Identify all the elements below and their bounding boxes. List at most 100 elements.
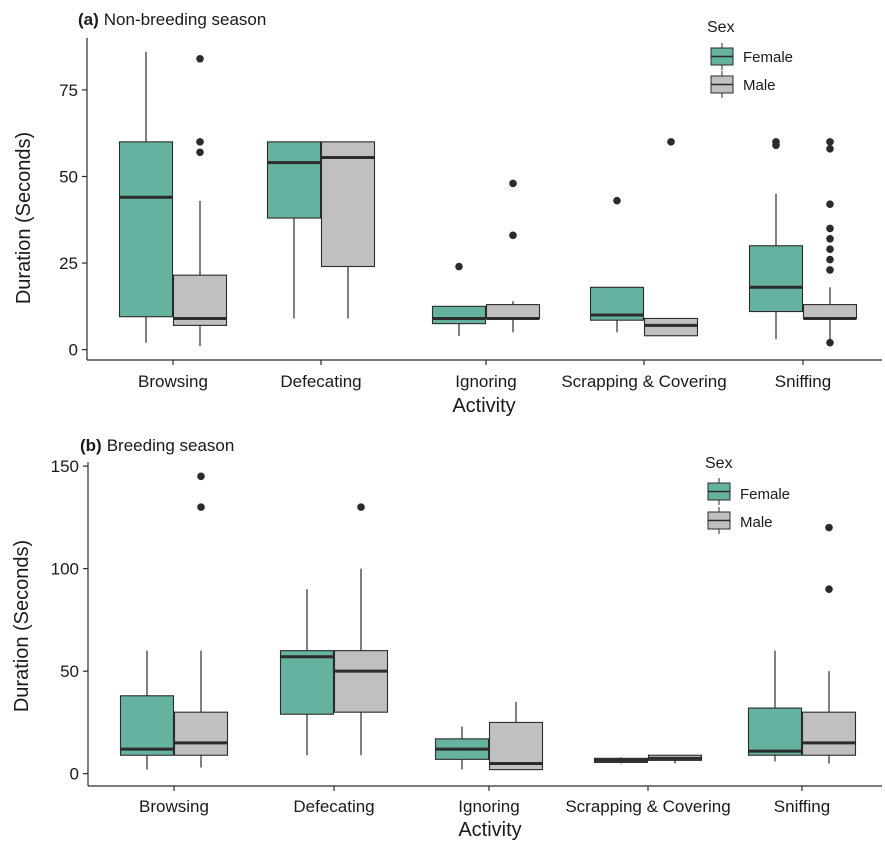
panel-a-boxes — [118, 51, 858, 347]
panel-a-x-axis-label: Activity — [452, 395, 515, 417]
panel-b-title: (b) Breeding season — [80, 436, 234, 455]
outlier-point — [667, 138, 675, 146]
box-iqr — [747, 707, 803, 756]
panel-b: (b) Breeding season Duration (Seconds) Ac… — [11, 436, 882, 841]
outlier-point — [772, 138, 780, 146]
panel-a-legend-female-label: Female — [743, 49, 793, 66]
panel-b-y-tick-label: 100 — [51, 560, 79, 579]
panel-b-x-axis-label: Activity — [458, 819, 521, 841]
outlier-point — [455, 262, 463, 271]
panel-b-x-tick-label: Browsing — [139, 797, 209, 816]
outlier-point — [509, 231, 517, 240]
panel-b-box-male — [333, 503, 389, 756]
panel-b-box-female — [434, 726, 490, 770]
panel-a-y-tick-label: 0 — [69, 341, 78, 360]
panel-a-legend-male-label: Male — [743, 77, 776, 94]
panel-a-y-axis-label: Duration (Seconds) — [13, 132, 35, 304]
panel-b-legend-male-label: Male — [740, 514, 773, 531]
panel-a-legend: Sex Female Male — [707, 19, 793, 98]
outlier-point — [825, 585, 833, 593]
box-iqr — [119, 695, 175, 756]
panel-b-ticks: 0 50 100 150 Browsing Defecating Ignoring Scrap… — [51, 457, 831, 816]
outlier-point — [826, 235, 834, 243]
panel-b-y-tick-label: 0 — [70, 765, 79, 784]
box-iqr — [431, 305, 487, 325]
panel-b-y-tick-label: 150 — [51, 457, 79, 476]
box-iqr — [279, 650, 335, 715]
panel-a-tag: (a) — [78, 10, 99, 29]
box-iqr — [485, 304, 541, 320]
panel-a-x-tick-label: Defecating — [280, 372, 361, 391]
panel-a-x-tick-label: Sniffing — [775, 372, 831, 391]
panel-a-box-female — [748, 138, 804, 340]
panel-b-legend: Sex Female Male — [705, 455, 790, 534]
box-iqr — [173, 711, 229, 756]
panel-a-box-female — [266, 141, 322, 319]
outlier-point — [826, 200, 834, 208]
outlier-point — [509, 179, 517, 188]
panel-b-x-tick-label: Scrapping & Covering — [565, 797, 730, 816]
panel-b-legend-female-label: Female — [740, 486, 790, 503]
box-iqr — [333, 650, 389, 713]
panel-b-box-female — [747, 650, 803, 762]
outlier-point — [196, 138, 204, 146]
panel-a-y-tick-label: 25 — [59, 254, 78, 273]
panel-b-box-male — [488, 701, 544, 771]
outlier-point — [197, 472, 205, 481]
box-iqr — [320, 141, 376, 268]
outlier-point — [826, 255, 834, 264]
panel-b-x-tick-label: Defecating — [293, 797, 374, 816]
box-iqr — [488, 721, 544, 771]
outlier-point — [825, 523, 833, 532]
panel-a-x-tick-label: Browsing — [138, 372, 208, 391]
box-iqr — [802, 304, 858, 320]
panel-b-y-tick-label: 50 — [60, 662, 79, 681]
outlier-point — [357, 503, 365, 511]
panel-b-y-axis-label: Duration (Seconds) — [11, 540, 33, 712]
panel-b-box-male — [647, 754, 703, 764]
outlier-point — [826, 245, 834, 254]
panel-b-box-female — [593, 757, 649, 764]
panel-b-box-female — [119, 650, 175, 770]
box-iqr — [748, 245, 804, 313]
panel-b-tag: (b) — [80, 436, 102, 455]
outlier-point — [196, 54, 204, 63]
panel-a: (a) Non-breeding season Duration (Seconds… — [13, 10, 882, 417]
panel-b-box-male — [173, 472, 229, 768]
outlier-point — [826, 266, 834, 274]
box-iqr — [118, 141, 174, 318]
panel-a-y-tick-label: 75 — [59, 81, 78, 100]
panel-a-box-male — [320, 141, 376, 319]
panel-a-x-tick-label: Scrapping & Covering — [561, 372, 726, 391]
panel-a-legend-title: Sex — [707, 19, 735, 36]
panel-a-y-tick-label: 50 — [59, 167, 78, 186]
panel-b-x-tick-label: Ignoring — [458, 797, 519, 816]
panel-a-title-text: Non-breeding season — [104, 10, 267, 29]
box-iqr — [643, 317, 699, 337]
panel-b-title-text: Breeding season — [107, 436, 235, 455]
outlier-point — [826, 224, 834, 233]
box-iqr — [266, 141, 322, 219]
outlier-point — [196, 148, 204, 157]
panel-a-ticks: 0 25 50 75 Browsing Defecating Ignoring Scrappi… — [59, 81, 831, 391]
outlier-point — [826, 138, 834, 146]
panel-a-x-tick-label: Ignoring — [455, 372, 516, 391]
panel-a-box-female — [431, 262, 487, 336]
panel-a-title: (a) Non-breeding season — [78, 10, 266, 29]
panel-a-box-male — [802, 138, 858, 347]
panel-a-box-female — [589, 196, 645, 333]
panel-b-box-male — [801, 523, 857, 764]
box-iqr — [801, 711, 857, 756]
panel-b-legend-title: Sex — [705, 455, 733, 472]
outlier-point — [613, 196, 621, 205]
outlier-point — [826, 338, 834, 347]
panel-a-box-male — [643, 138, 699, 337]
panel-b-box-female — [279, 589, 335, 756]
panel-a-box-female — [118, 51, 174, 343]
panel-a-box-male — [172, 54, 228, 347]
panel-a-box-male — [485, 179, 541, 333]
outlier-point — [826, 144, 834, 153]
outlier-point — [197, 503, 205, 511]
panel-b-boxes — [119, 472, 857, 771]
